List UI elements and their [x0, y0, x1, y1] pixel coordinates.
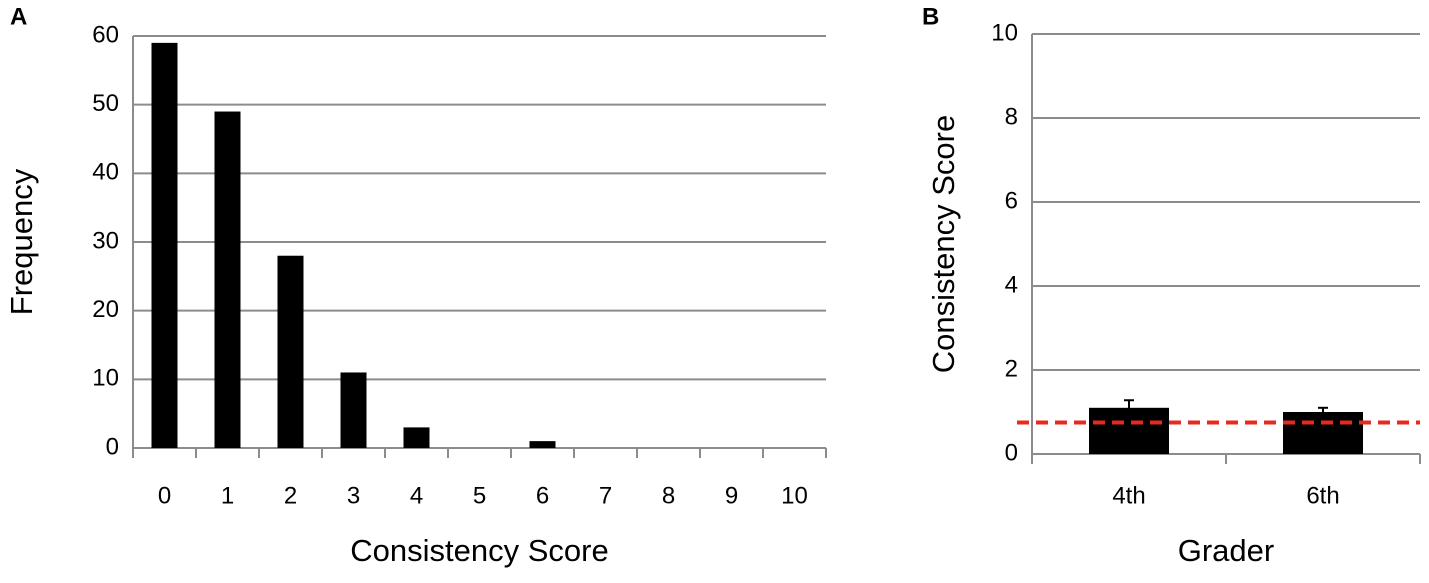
y-tick-label: 8	[1005, 103, 1018, 130]
bar	[1283, 412, 1363, 454]
y-tick-label: 0	[106, 433, 119, 460]
y-tick-label: 10	[92, 365, 119, 392]
x-tick-label: 1	[221, 482, 234, 509]
x-tick-label: 7	[599, 482, 612, 509]
y-axis-title: Frequency	[4, 168, 39, 315]
y-tick-label: 2	[1005, 355, 1018, 382]
x-tick-label: 3	[347, 482, 360, 509]
bar	[151, 42, 178, 448]
x-tick-label: 8	[662, 482, 675, 509]
x-tick-label: 10	[781, 482, 808, 509]
y-axis-title: Consistency Score	[926, 115, 961, 373]
bar	[1089, 407, 1169, 454]
bar	[529, 441, 556, 448]
y-tick-label: 10	[991, 19, 1018, 46]
y-tick-label: 50	[92, 90, 119, 117]
y-tick-label: 60	[92, 21, 119, 48]
bar	[403, 427, 430, 448]
panel-label: B	[922, 3, 939, 30]
panel-label: A	[10, 3, 27, 30]
bar	[277, 255, 304, 448]
x-tick-label: 9	[725, 482, 738, 509]
x-tick-label: 6th	[1306, 482, 1339, 509]
y-tick-label: 40	[92, 159, 119, 186]
y-tick-label: 30	[92, 227, 119, 254]
x-tick-label: 4th	[1112, 482, 1145, 509]
x-tick-label: 2	[284, 482, 297, 509]
x-axis-title: Grader	[1178, 533, 1274, 568]
x-tick-label: 0	[158, 482, 171, 509]
y-tick-label: 6	[1005, 187, 1018, 214]
x-tick-label: 5	[473, 482, 486, 509]
bar	[340, 372, 367, 448]
x-axis-title: Consistency Score	[350, 533, 608, 568]
y-tick-label: 0	[1005, 439, 1018, 466]
x-tick-label: 6	[536, 482, 549, 509]
y-tick-label: 20	[92, 296, 119, 323]
bar	[214, 111, 241, 449]
x-tick-label: 4	[410, 482, 423, 509]
y-tick-label: 4	[1005, 271, 1018, 298]
